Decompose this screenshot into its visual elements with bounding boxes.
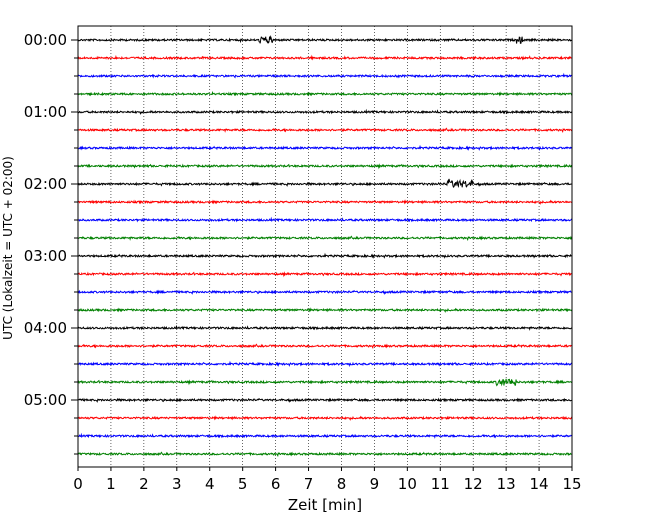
trace-0315 (77, 271, 573, 278)
trace-0145 (77, 163, 573, 170)
y-tick-label: 02:00 (24, 175, 67, 193)
x-axis-label: Zeit [min] (288, 496, 362, 514)
trace-0215 (77, 199, 573, 205)
trace-0330 (77, 289, 573, 295)
x-tick-label: 5 (238, 475, 248, 493)
trace-0030 (77, 72, 573, 79)
x-tick-label: 6 (271, 475, 281, 493)
y-axis-label: UTC (Lokalzeit = UTC + 02:00) (1, 156, 15, 340)
trace-0115 (77, 127, 573, 133)
trace-0515 (77, 415, 573, 421)
x-tick-label: 9 (370, 475, 380, 493)
x-tick-label: 2 (139, 475, 149, 493)
x-tick-label: 14 (530, 475, 549, 493)
trace-0045 (77, 90, 573, 97)
x-tick-label: 7 (304, 475, 314, 493)
y-tick-label: 04:00 (24, 319, 67, 337)
trace-0445 (77, 378, 573, 387)
trace-0500 (77, 397, 572, 403)
x-tick-label: 8 (337, 475, 347, 493)
trace-0415 (77, 343, 573, 349)
x-tick-label: 0 (73, 475, 83, 493)
trace-0200 (77, 178, 573, 189)
trace-0430 (77, 360, 573, 368)
x-tick-label: 11 (431, 475, 450, 493)
x-axis: 0 1 2 3 4 5 6 7 8 9 10 11 12 13 14 15 (73, 467, 582, 493)
y-axis: 00:00 01:00 02:00 03:00 04:00 05:00 (24, 31, 78, 455)
trace-0130 (77, 144, 573, 151)
x-tick-label: 15 (562, 475, 581, 493)
x-tick-label: 4 (205, 475, 215, 493)
x-tick-label: 3 (172, 475, 182, 493)
trace-0100 (77, 108, 573, 115)
x-tick-label: 1 (106, 475, 116, 493)
trace-0345 (77, 307, 572, 313)
traces-layer (77, 35, 573, 457)
trace-0530 (77, 432, 573, 439)
plot-frame (77, 25, 573, 468)
trace-0300 (77, 252, 573, 259)
grid-layer (110, 26, 540, 467)
trace-0000 (77, 35, 573, 44)
trace-0400 (77, 324, 573, 331)
x-tick-label: 12 (464, 475, 483, 493)
trace-0545 (77, 451, 573, 457)
y-tick-label: 01:00 (24, 103, 67, 121)
y-tick-label: 03:00 (24, 247, 67, 265)
trace-0245 (77, 235, 573, 242)
x-tick-label: 13 (497, 475, 516, 493)
x-tick-label: 10 (398, 475, 417, 493)
trace-0230 (77, 216, 573, 223)
y-tick-label: 05:00 (24, 391, 67, 409)
y-tick-label: 00:00 (24, 31, 67, 49)
trace-0015 (77, 54, 573, 61)
